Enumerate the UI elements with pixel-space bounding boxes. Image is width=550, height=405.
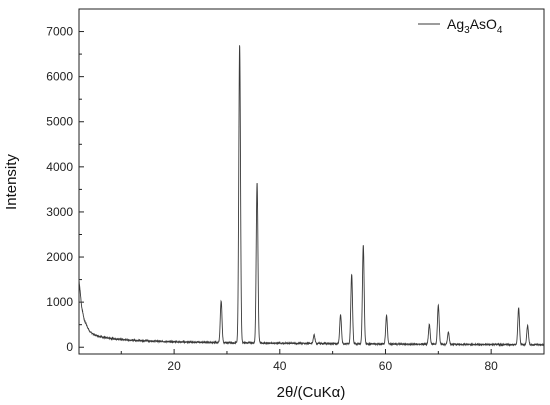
legend: Ag3AsO4 [418,16,503,36]
y-tick-label: 3000 [46,205,73,219]
y-axis-title: Intensity [3,154,20,210]
plot-frame [78,8,545,355]
x-tick-label: 80 [484,359,498,373]
legend-label-sub-b: 3 [464,25,470,36]
axis-tick-labels: 0 1000 2000 3000 4000 5000 6000 7000 20 40 60 80 [46,25,498,373]
series-line-ag3aso4 [78,45,545,348]
y-tick-label: 2000 [46,250,73,264]
y-tick-label: 5000 [46,115,73,129]
legend-label: Ag3AsO4 [447,16,503,36]
y-tick-label: 7000 [46,25,73,39]
y-tick-label: 6000 [46,70,73,84]
y-tick-label: 1000 [46,295,73,309]
legend-label-part-c: AsO [470,16,497,32]
x-tick-label: 60 [379,359,393,373]
legend-label-part-a: Ag [447,16,464,32]
y-tick-label: 4000 [46,160,73,174]
axis-ticks [79,31,545,354]
legend-label-sub-d: 4 [497,25,503,36]
x-axis-title: 2θ/(CuKα) [277,384,346,401]
y-tick-label: 0 [66,340,73,354]
x-tick-label: 40 [273,359,287,373]
x-tick-label: 20 [167,359,181,373]
